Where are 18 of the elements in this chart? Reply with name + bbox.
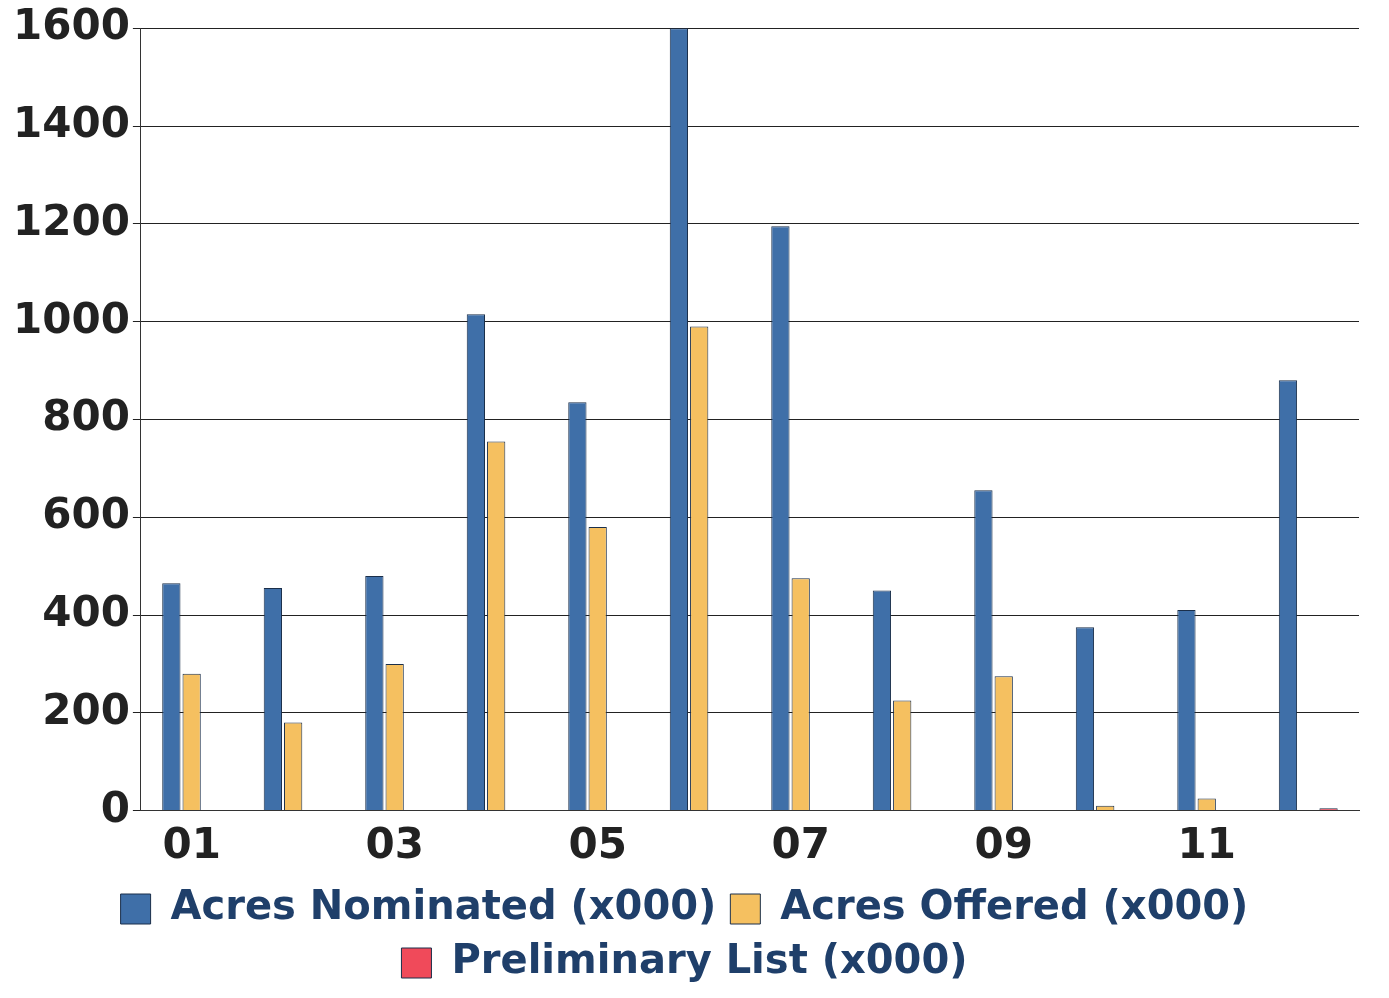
legend-label: Acres Offered (x000) [780, 882, 1249, 929]
legend-label: Acres Nominated (x000) [170, 882, 717, 929]
y-tick-label: 1200 [12, 195, 130, 245]
y-tick-label: 1600 [12, 0, 130, 50]
legend-label: Preliminary List (x000) [451, 936, 968, 983]
x-tick-label: 03 [365, 818, 424, 868]
y-tick-label: 600 [42, 489, 130, 539]
y-tick-label: 0 [100, 782, 130, 832]
x-tick-label: 01 [162, 818, 221, 868]
x-tick-label: 09 [974, 818, 1033, 868]
x-tick-label: 11 [1177, 818, 1236, 868]
x-tick-label: 07 [771, 818, 830, 868]
y-tick-label: 400 [42, 586, 130, 636]
y-tick-label: 800 [42, 391, 130, 441]
y-tick-label: 1400 [12, 97, 130, 147]
y-tick-label: 1000 [12, 293, 130, 343]
y-tick-label: 200 [42, 684, 130, 734]
x-tick-label: 05 [568, 818, 627, 868]
